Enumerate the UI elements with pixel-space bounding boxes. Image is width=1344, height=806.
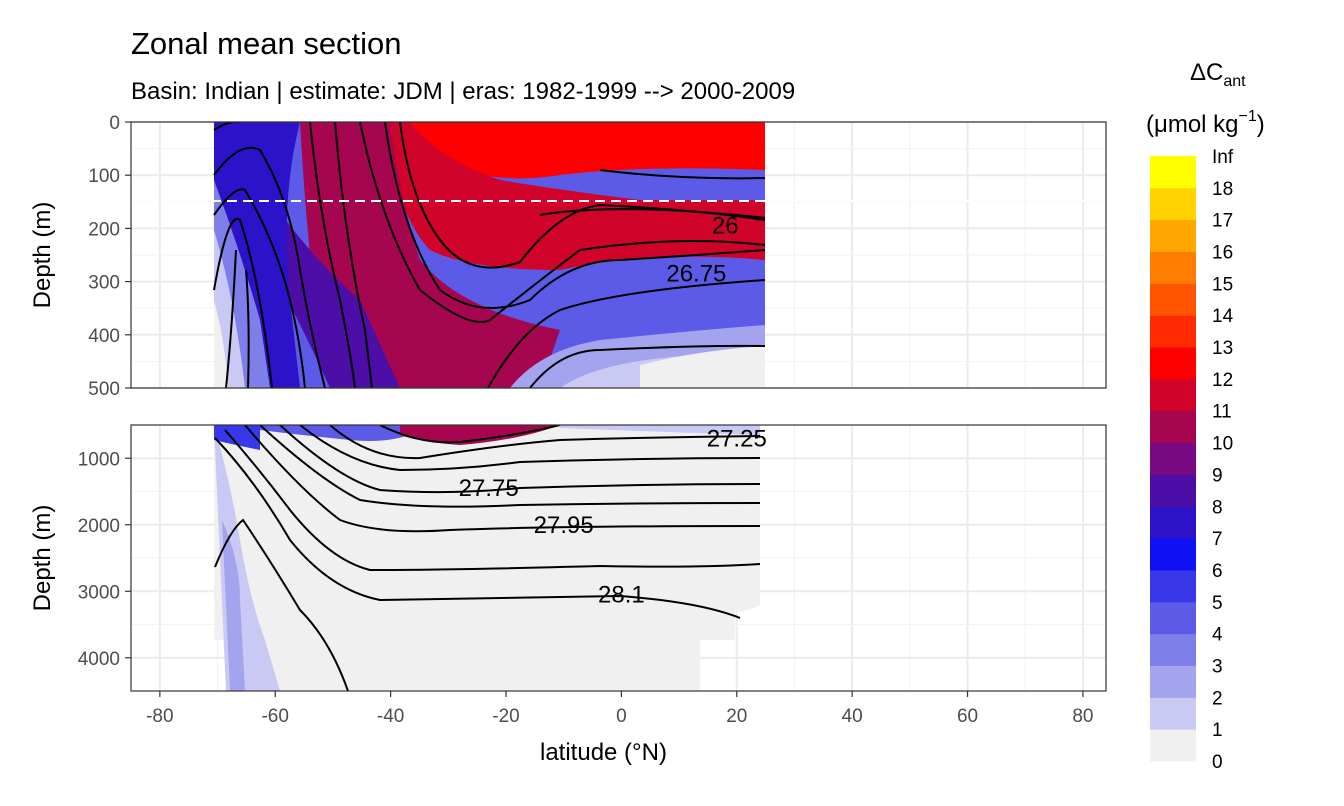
legend-label: 0 <box>1212 752 1223 773</box>
legend-label: 6 <box>1212 561 1223 582</box>
lower-panel-border <box>130 424 1107 692</box>
upper-isopycnals <box>213 122 766 388</box>
upper-panel-border <box>130 121 1107 389</box>
isopycnal-label: 27.95 <box>534 512 594 539</box>
legend-label: 13 <box>1212 338 1233 359</box>
x-tick-label: 0 <box>616 706 627 727</box>
legend-swatch <box>1150 347 1196 380</box>
legend-unit: (μmol kg−1) <box>1146 108 1265 138</box>
x-tick-label: -40 <box>377 706 404 727</box>
y-tick-label: 200 <box>88 219 120 240</box>
legend-swatch <box>1150 601 1196 635</box>
isopycnal-label: 26 <box>712 213 739 240</box>
legend-swatch <box>1150 251 1196 284</box>
legend-swatch <box>1150 474 1196 507</box>
legend-title: ΔCant <box>1190 59 1246 90</box>
legend-swatch <box>1150 633 1196 666</box>
legend-swatch <box>1150 315 1196 348</box>
legend-label: 3 <box>1212 656 1223 677</box>
x-tick-label: 40 <box>842 706 863 727</box>
y-tick-label: 1000 <box>78 449 120 470</box>
legend-swatch <box>1150 442 1196 475</box>
legend-label: 18 <box>1212 179 1233 200</box>
legend-label: 8 <box>1212 497 1223 518</box>
isopycnal-label: 27.75 <box>459 475 519 502</box>
legend-swatch <box>1150 729 1196 762</box>
legend-label: 11 <box>1212 402 1232 423</box>
legend-label: 7 <box>1212 529 1223 550</box>
legend-swatch <box>1150 283 1196 316</box>
y-tick-label: 300 <box>88 273 120 294</box>
chart-title: Zonal mean section <box>131 26 402 61</box>
legend-swatch <box>1150 156 1196 189</box>
isopycnal-label: 28.1 <box>598 582 645 609</box>
legend-label: 15 <box>1212 274 1233 295</box>
chart-subtitle: Basin: Indian | estimate: JDM | eras: 19… <box>131 78 795 105</box>
x-tick-label: -20 <box>492 706 519 727</box>
y-tick-label: 3000 <box>78 582 120 603</box>
upper-y-axis: 0 100 200 300 400 500 <box>88 113 131 400</box>
legend-label: 12 <box>1212 370 1233 391</box>
legend-label: 5 <box>1212 593 1223 614</box>
contour-labels: 26 26.75 27.25 27.75 27.95 28.1 <box>459 213 767 609</box>
legend-label: 17 <box>1212 211 1233 232</box>
legend-swatch <box>1150 410 1196 444</box>
y-tick-label: 100 <box>88 166 120 187</box>
lower-y-axis-title: Depth (m) <box>29 505 56 612</box>
isopycnal-label: 27.25 <box>707 425 767 452</box>
legend-swatch <box>1150 219 1196 253</box>
lower-panel <box>130 424 1107 692</box>
legend-swatch <box>1150 378 1196 412</box>
x-tick-label: -60 <box>261 706 288 727</box>
upper-fill-field <box>214 122 765 388</box>
legend-label: 14 <box>1212 306 1234 327</box>
legend-label: 16 <box>1212 243 1233 264</box>
lower-isopycnals <box>214 425 761 691</box>
upper-panel <box>130 121 1107 389</box>
legend-swatch <box>1150 569 1196 603</box>
legend-label: 2 <box>1212 688 1223 709</box>
legend-swatch <box>1150 697 1196 730</box>
x-tick-label: -80 <box>146 706 173 727</box>
legend-label: Inf <box>1212 147 1234 168</box>
x-axis-title: latitude (°N) <box>540 739 667 766</box>
legend-swatch <box>1150 506 1196 539</box>
legend-swatch <box>1150 187 1196 221</box>
y-tick-label: 500 <box>88 379 120 400</box>
x-axis: -80 -60 -40 -20 0 20 40 60 80 <box>146 691 1093 727</box>
legend-label: 9 <box>1212 465 1223 486</box>
isopycnal-label: 26.75 <box>666 261 726 288</box>
color-legend: ΔCant (μmol kg−1) 0123456789101112131415… <box>1146 59 1265 773</box>
legend-label: 10 <box>1212 434 1233 455</box>
legend-colorbar <box>1150 156 1196 762</box>
x-tick-label: 60 <box>957 706 978 727</box>
y-tick-label: 4000 <box>78 649 120 670</box>
lower-y-axis: 1000 2000 3000 4000 <box>78 449 131 670</box>
y-tick-label: 2000 <box>78 516 120 537</box>
legend-swatch <box>1150 665 1196 698</box>
x-tick-label: 20 <box>726 706 747 727</box>
upper-y-axis-title: Depth (m) <box>29 202 56 309</box>
y-tick-label: 400 <box>88 326 120 347</box>
legend-swatch <box>1150 538 1196 571</box>
y-tick-label: 0 <box>109 113 120 134</box>
legend-label: 4 <box>1212 625 1223 646</box>
legend-label: 1 <box>1212 720 1223 741</box>
x-tick-label: 80 <box>1072 706 1093 727</box>
